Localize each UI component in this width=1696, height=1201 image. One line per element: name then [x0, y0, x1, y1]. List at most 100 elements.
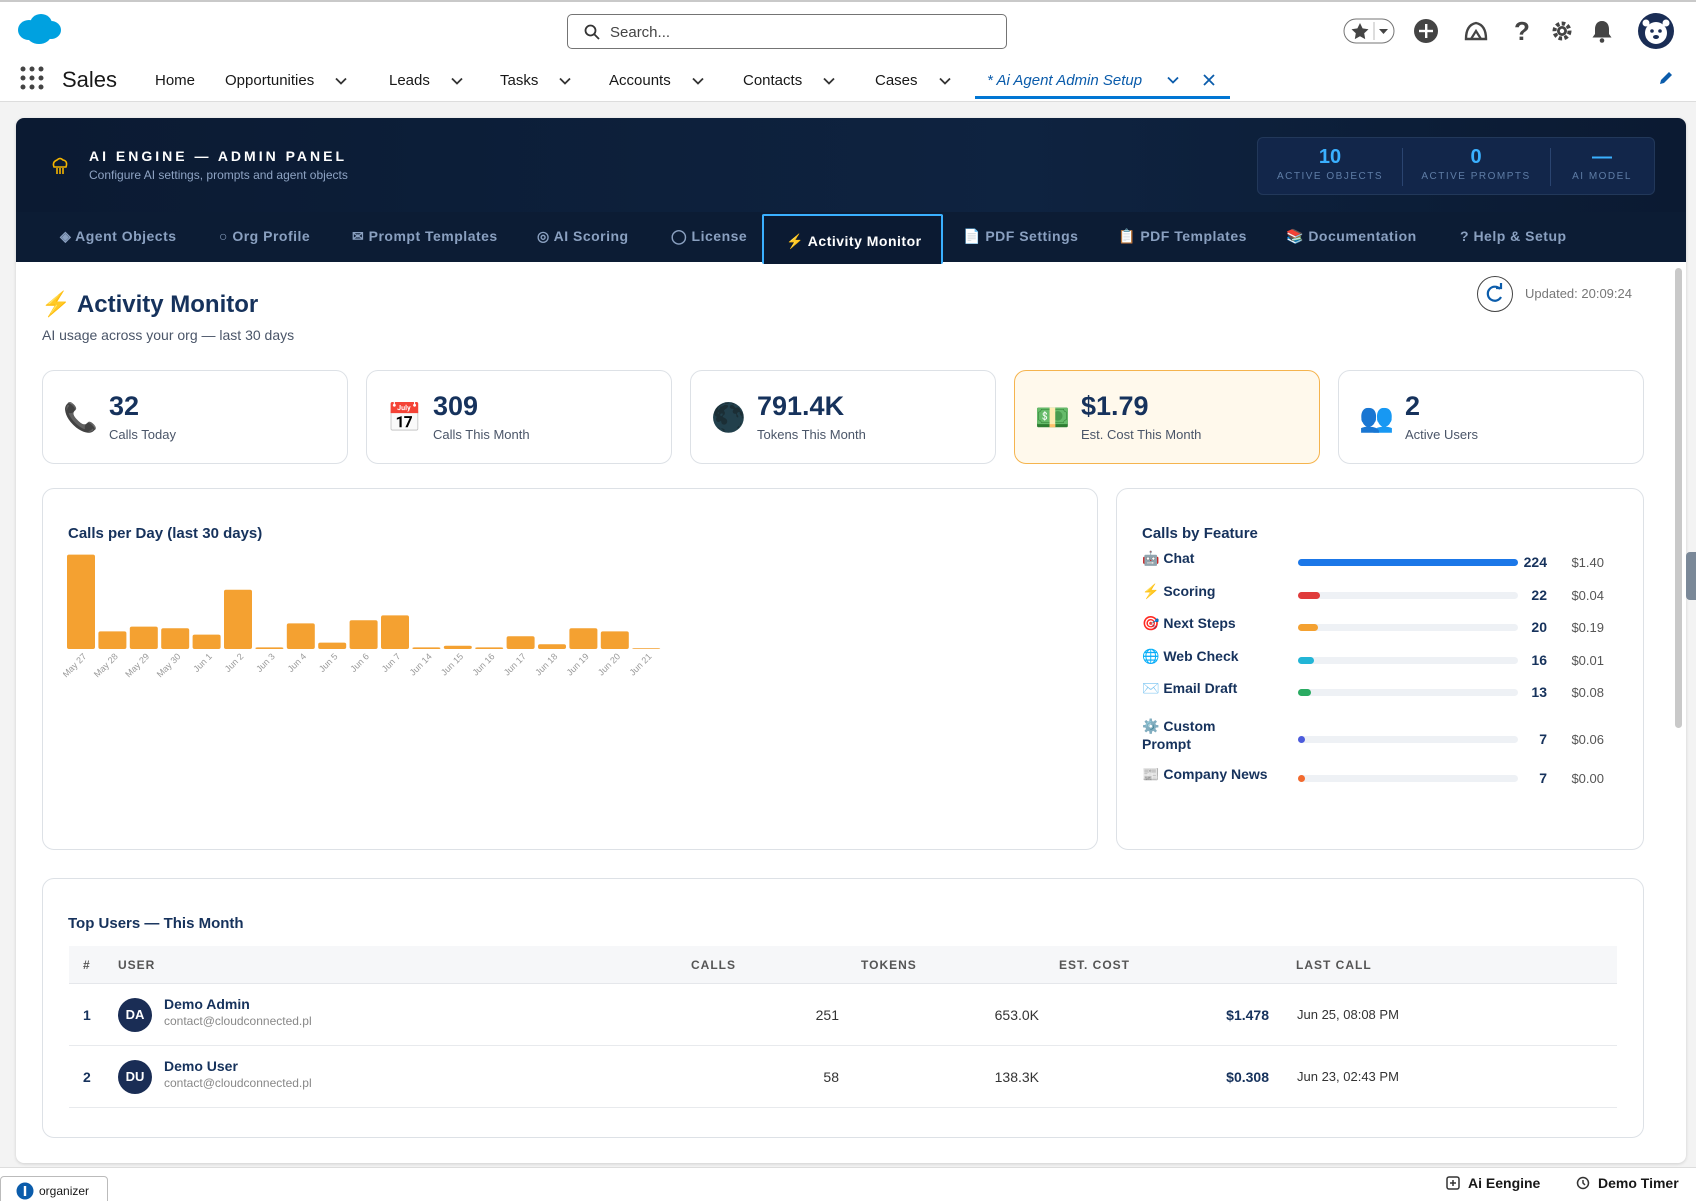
bar-jun-1[interactable] [192, 634, 221, 649]
nav-item-label: Cases [875, 72, 918, 89]
refresh-button[interactable] [1477, 276, 1513, 312]
app-launcher-waffle-icon[interactable] [20, 66, 44, 90]
tab-org-profile[interactable]: ○ Org Profile [219, 228, 311, 244]
table-row[interactable]: 1 DA Demo Admin contact@cloudconnected.pl 25… [69, 984, 1617, 1046]
nav-item-contacts[interactable]: Contacts [743, 72, 836, 89]
tab-documentation[interactable]: 📚 Documentation [1286, 228, 1417, 244]
tab-activity-monitor[interactable]: ⚡ Activity Monitor [762, 214, 943, 264]
tab-pdf-settings[interactable]: 📄 PDF Settings [963, 228, 1079, 244]
chevron-down-icon[interactable] [334, 74, 348, 88]
bar-jun-18[interactable] [538, 644, 566, 649]
users-table-header [69, 946, 1617, 984]
utility-ai-engine[interactable]: Ai Eengine [1446, 1175, 1540, 1191]
user-avatar-icon[interactable] [1636, 12, 1676, 50]
nav-item-accounts[interactable]: Accounts [609, 72, 705, 89]
x-tick-label: Jun 20 [596, 651, 622, 677]
col-last-call[interactable]: LAST CALL [1296, 958, 1372, 972]
feature-label: Web Check [1163, 648, 1239, 664]
bar-may-28[interactable] [98, 631, 127, 649]
tab-prompt-templates[interactable]: ✉ Prompt Templates [352, 228, 498, 244]
feature-bar-track [1298, 775, 1518, 782]
chevron-down-icon[interactable] [1166, 73, 1180, 87]
bar-jun-20[interactable] [600, 631, 629, 649]
nav-item-leads[interactable]: Leads [389, 72, 464, 89]
organizer-button[interactable]: organizer [0, 1176, 108, 1201]
edit-nav-pencil-icon[interactable] [1658, 70, 1674, 86]
feature-calls: 13 [1531, 684, 1547, 700]
bar-jun-21[interactable] [632, 648, 661, 649]
col-user: USER [118, 958, 156, 972]
row-rank: 2 [83, 1069, 91, 1085]
admin-panel-subtitle: Configure AI settings, prompts and agent… [89, 168, 348, 182]
bar-jun-4[interactable] [286, 623, 315, 649]
nav-item-cases[interactable]: Cases [875, 72, 952, 89]
salesforce-logo-icon[interactable] [15, 12, 63, 46]
bar-jun-16[interactable] [475, 647, 504, 649]
nav-tab-ai-agent-admin-setup[interactable]: * Ai Agent Admin Setup [975, 58, 1230, 99]
bar-jun-5[interactable] [318, 642, 347, 649]
feature-bar-track [1298, 624, 1518, 631]
close-tab-icon[interactable] [1202, 73, 1216, 87]
trailhead-icon[interactable] [1461, 12, 1491, 50]
col-est-cost[interactable]: EST. COST [1059, 958, 1131, 972]
bar-may-30[interactable] [161, 628, 190, 649]
tab-pdf-templates[interactable]: 📋 PDF Templates [1118, 228, 1247, 244]
stat-label: ACTIVE PROMPTS [1421, 171, 1531, 182]
feature-calls: 7 [1539, 731, 1547, 747]
kpi-est-cost: 💵 $1.79 Est. Cost This Month [1014, 370, 1320, 464]
global-actions-add-icon[interactable] [1411, 12, 1441, 50]
tab-help-setup[interactable]: ? Help & Setup [1460, 228, 1567, 244]
global-search[interactable]: Search... [567, 14, 1007, 49]
setup-gear-icon[interactable] [1548, 12, 1576, 50]
col-tokens[interactable]: TOKENS [861, 958, 917, 972]
notifications-bell-icon[interactable] [1588, 12, 1616, 50]
utility-demo-timer[interactable]: Demo Timer [1576, 1175, 1679, 1191]
x-tick-label: May 27 [63, 651, 88, 679]
feature-row-web-check: 🌐 Web Check 16 $0.01 [1142, 647, 1604, 683]
feature-name: ⚙️ Custom Prompt [1142, 717, 1242, 753]
feature-bar-fill [1298, 559, 1518, 566]
tab-agent-objects[interactable]: ◈ Agent Objects [60, 228, 177, 244]
bar-may-27[interactable] [67, 554, 95, 649]
tab-ai-scoring[interactable]: ◎ AI Scoring [537, 228, 629, 244]
feature-name: 📰 Company News [1142, 765, 1292, 783]
stat-label: AI MODEL [1572, 171, 1632, 182]
nav-item-home[interactable]: Home [155, 72, 195, 89]
kpi-label: Calls Today [109, 427, 176, 442]
x-tick-label: Jun 4 [286, 651, 309, 674]
bar-jun-19[interactable] [569, 628, 598, 649]
chevron-down-icon[interactable] [822, 74, 836, 88]
stat-ai-model: — AI MODEL [1550, 138, 1654, 196]
table-row[interactable]: 2 DU Demo User contact@cloudconnected.pl 58 1… [69, 1046, 1617, 1108]
chevron-down-icon[interactable] [938, 74, 952, 88]
nav-item-tasks[interactable]: Tasks [500, 72, 572, 89]
favorites-button[interactable] [1343, 12, 1395, 50]
col-rank: # [83, 958, 91, 972]
feature-name: 🎯 Next Steps [1142, 614, 1292, 632]
feature-icon: 📰 [1142, 766, 1160, 782]
bar-jun-15[interactable] [443, 645, 472, 649]
col-calls[interactable]: CALLS [691, 958, 736, 972]
nav-item-label: Opportunities [225, 72, 315, 89]
chevron-down-icon[interactable] [450, 74, 464, 88]
bar-jun-6[interactable] [349, 620, 378, 649]
bar-jun-14[interactable] [412, 647, 441, 649]
bar-jun-17[interactable] [506, 636, 535, 649]
bar-jun-2[interactable] [224, 589, 252, 649]
panel-scrollbar[interactable] [1675, 268, 1682, 728]
chevron-down-icon[interactable] [558, 74, 572, 88]
bar-may-29[interactable] [129, 626, 158, 649]
feature-cost: $0.08 [1571, 685, 1604, 700]
x-tick-label: May 29 [123, 651, 151, 679]
tab-license[interactable]: ◯ License [671, 228, 748, 244]
feature-name: ✉️ Email Draft [1142, 679, 1292, 697]
help-icon[interactable]: ? [1514, 15, 1530, 46]
bar-jun-7[interactable] [381, 615, 409, 649]
user-cost: $0.308 [1226, 1069, 1269, 1085]
nav-item-opportunities[interactable]: Opportunities [225, 72, 348, 89]
user-name[interactable]: Demo User [164, 1058, 238, 1074]
bar-jun-3[interactable] [255, 647, 284, 649]
user-name[interactable]: Demo Admin [164, 996, 250, 1012]
chevron-down-icon[interactable] [691, 74, 705, 88]
side-utility-tab[interactable] [1686, 552, 1696, 600]
